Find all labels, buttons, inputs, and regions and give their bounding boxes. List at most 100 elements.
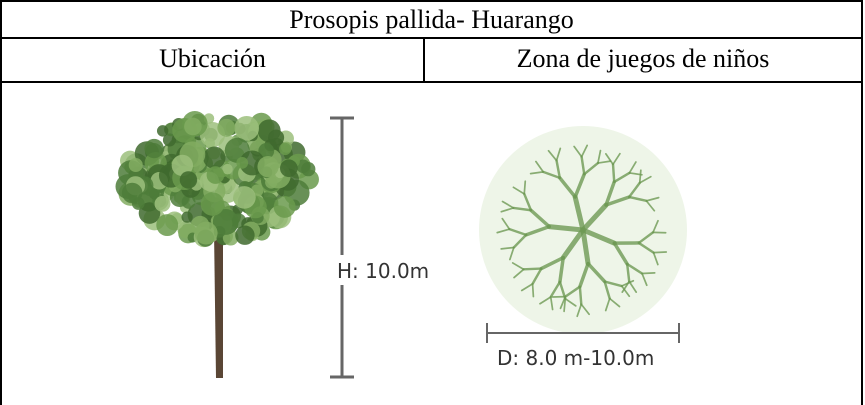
branch — [539, 296, 552, 305]
branch — [637, 241, 655, 254]
branch — [604, 297, 611, 312]
branch — [500, 246, 515, 250]
branch — [583, 161, 600, 176]
branch — [549, 296, 554, 311]
branch — [580, 202, 609, 233]
branch — [558, 176, 577, 199]
branch — [531, 267, 543, 286]
tree-elevation — [115, 111, 319, 378]
branch — [578, 261, 590, 289]
branch — [573, 172, 586, 199]
branch — [500, 207, 515, 213]
branch — [645, 196, 660, 202]
branch — [638, 169, 642, 184]
branch — [638, 175, 652, 184]
branch — [580, 227, 591, 267]
branch — [529, 171, 545, 175]
branch — [509, 246, 515, 261]
branch — [605, 152, 614, 166]
foliage — [203, 146, 226, 169]
header: Ubicación — [159, 44, 266, 73]
label-bg — [333, 255, 443, 285]
foliage — [179, 171, 198, 189]
title-cell: Prosopis pallida- Huarango — [0, 0, 863, 39]
branch — [501, 217, 511, 231]
foliage — [236, 156, 249, 169]
branch — [612, 152, 621, 166]
foliage — [156, 214, 179, 237]
branch — [508, 227, 528, 237]
foliage — [181, 211, 193, 223]
diameter-dimension — [486, 323, 680, 343]
foliage — [121, 182, 143, 204]
foliage — [233, 186, 256, 209]
branch — [523, 192, 533, 212]
branch — [628, 280, 638, 293]
branch — [513, 268, 525, 279]
branch — [563, 297, 567, 313]
foliage — [156, 125, 169, 137]
branch — [511, 262, 525, 271]
branch — [535, 160, 545, 173]
branch — [645, 200, 656, 212]
header: Zona de juegos de niños — [516, 44, 770, 73]
branch — [529, 208, 551, 229]
branch — [496, 228, 511, 234]
foliage — [279, 142, 292, 156]
branch — [578, 285, 583, 306]
foliage — [128, 157, 143, 173]
branch — [564, 297, 577, 307]
foliage — [280, 159, 298, 178]
branch — [603, 280, 623, 288]
branch — [549, 280, 562, 299]
branch — [597, 149, 602, 164]
branch — [611, 163, 616, 184]
height-dimension — [330, 116, 354, 379]
branch — [558, 255, 565, 284]
tree-plan — [479, 126, 687, 334]
foliage — [217, 118, 236, 137]
branch — [512, 186, 526, 195]
branch — [531, 283, 535, 298]
foliage — [162, 133, 177, 147]
branch — [524, 224, 551, 237]
foliage — [222, 163, 233, 175]
foliage — [206, 166, 225, 184]
foliage — [235, 225, 255, 245]
trunk — [214, 230, 223, 378]
branch — [627, 181, 641, 199]
branch — [564, 285, 582, 298]
title: Prosopis pallida- Huarango — [289, 4, 574, 34]
branch — [637, 231, 655, 245]
branch — [580, 144, 589, 158]
branch — [572, 194, 586, 233]
foliage — [257, 119, 281, 143]
branch — [546, 224, 586, 233]
foliage — [184, 117, 202, 136]
foliage — [138, 202, 161, 224]
branch — [555, 159, 562, 180]
branch — [627, 195, 648, 203]
foliage — [200, 192, 225, 216]
branch — [523, 180, 527, 195]
branch — [586, 261, 607, 284]
branch — [608, 297, 621, 308]
branch — [620, 285, 631, 298]
branch — [580, 155, 586, 176]
branch — [520, 283, 534, 292]
foliage — [171, 154, 194, 177]
foliage — [234, 115, 260, 141]
foliage — [154, 195, 171, 212]
branch — [652, 251, 668, 254]
branch — [580, 227, 617, 246]
branch — [625, 262, 631, 283]
foliage — [144, 138, 164, 159]
branch — [576, 303, 583, 318]
branch — [512, 206, 533, 212]
branch — [604, 180, 616, 207]
branch — [625, 262, 644, 275]
branch — [555, 147, 562, 162]
